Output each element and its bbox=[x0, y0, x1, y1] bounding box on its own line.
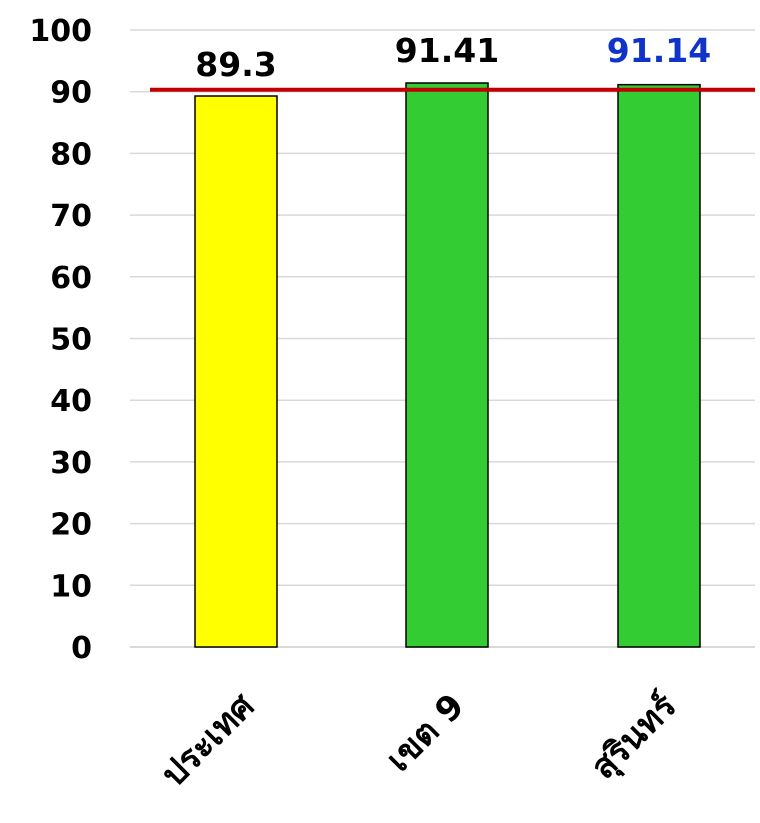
y-tick-label: 100 bbox=[29, 14, 92, 49]
data-label: 91.14 bbox=[607, 31, 711, 70]
y-tick-label: 50 bbox=[50, 323, 92, 358]
data-labels: 89.3 91.41 91.14 bbox=[195, 31, 711, 84]
y-tick-label: 60 bbox=[50, 261, 92, 296]
y-tick-label: 80 bbox=[50, 137, 92, 172]
bar bbox=[194, 95, 278, 648]
y-axis: 0 10 20 30 40 50 60 70 80 90 100 bbox=[29, 14, 92, 666]
data-label: 89.3 bbox=[195, 45, 276, 84]
bars bbox=[194, 82, 701, 648]
data-label: 91.41 bbox=[395, 31, 499, 70]
y-tick-label: 40 bbox=[50, 384, 92, 419]
y-tick-label: 10 bbox=[50, 569, 92, 604]
x-category-label: เขต 9 bbox=[379, 686, 473, 780]
bar bbox=[617, 83, 701, 648]
y-tick-label: 20 bbox=[50, 508, 92, 543]
y-tick-label: 70 bbox=[50, 199, 92, 234]
y-tick-label: 30 bbox=[50, 446, 92, 481]
x-axis: ประเทศ เขต 9 สุรินทร์ bbox=[154, 686, 686, 795]
x-category-label: สุรินทร์ bbox=[583, 686, 685, 788]
bar bbox=[405, 82, 489, 648]
y-tick-label: 0 bbox=[71, 631, 92, 666]
y-tick-label: 90 bbox=[50, 76, 92, 111]
x-category-label: ประเทศ bbox=[154, 686, 263, 795]
